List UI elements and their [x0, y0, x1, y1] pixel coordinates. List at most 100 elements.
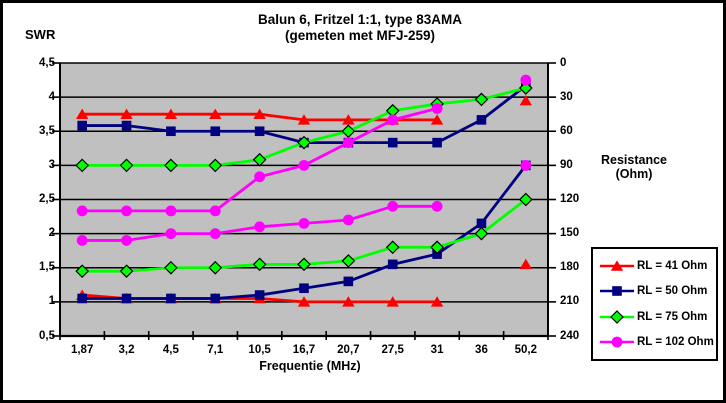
left-axis-tick-label: 1,5 — [39, 261, 55, 274]
triangle-marker — [519, 94, 533, 106]
circle-marker — [520, 74, 532, 86]
diamond-marker — [385, 240, 400, 255]
diamond-marker — [518, 81, 533, 95]
left-axis-tick-label: 2 — [48, 227, 55, 240]
square-marker — [476, 115, 487, 125]
circle-marker — [431, 200, 443, 212]
legend-item: RL = 75 Ohm — [599, 309, 716, 324]
circle-marker — [165, 228, 177, 240]
left-axis-tick-label: 3,5 — [39, 124, 55, 137]
x-axis-tick-label: 31 — [430, 344, 444, 356]
square-marker — [254, 290, 265, 300]
diamond-marker — [75, 264, 90, 279]
legend-item: RL = 41 Ohm — [599, 259, 716, 273]
left-axis-tick-label: 3 — [48, 158, 55, 171]
circle-marker — [254, 221, 266, 233]
triangle-marker — [430, 114, 444, 125]
legend-item: RL = 50 Ohm — [599, 284, 716, 298]
legend-item: RL = 102 Ohm — [599, 335, 716, 349]
circle-marker — [387, 114, 399, 126]
triangle-marker — [386, 296, 399, 307]
chart-subtitle: (gemeten met MFJ-259) — [284, 28, 436, 43]
right-axis-tick-label: 90 — [560, 158, 573, 171]
circle-marker — [431, 103, 443, 114]
circle-marker — [165, 205, 177, 217]
x-axis-tick-label: 27,5 — [381, 344, 404, 356]
diamond-marker — [252, 152, 267, 167]
x-axis-tick-label: 20,7 — [337, 344, 360, 356]
legend-label: RL = 50 Ohm — [637, 285, 708, 298]
left-axis-title: SWR — [25, 27, 56, 42]
square-marker — [476, 218, 487, 229]
right-axis-title-line2: (Ohm) — [615, 167, 653, 181]
square-marker — [254, 126, 265, 137]
circle-marker — [387, 200, 399, 212]
circle-marker — [76, 205, 88, 217]
x-axis-tick-label: 10,5 — [248, 344, 271, 356]
triangle-marker — [519, 258, 533, 270]
left-axis-tick-label: 2,5 — [39, 193, 55, 205]
triangle-marker — [342, 296, 355, 307]
square-marker — [210, 293, 221, 304]
circle-marker — [121, 235, 132, 246]
diamond-marker — [518, 192, 533, 207]
circle-marker — [342, 137, 354, 149]
square-marker — [210, 126, 221, 137]
triangle-marker — [297, 296, 311, 307]
triangle-marker — [297, 114, 311, 125]
square-marker — [77, 293, 87, 304]
legend-diamond-icon — [600, 309, 634, 324]
x-axis-tick-label: 4,5 — [162, 344, 179, 356]
triangle-marker — [209, 108, 222, 119]
circle-marker — [254, 171, 266, 183]
triangle-marker — [430, 296, 444, 307]
diamond-marker — [208, 260, 223, 275]
right-axis-title-line1: Resistance — [600, 153, 667, 167]
diamond-marker — [208, 158, 223, 173]
right-axis-tick-label: 30 — [560, 90, 573, 103]
left-axis-tick-label: 4,5 — [39, 56, 55, 69]
diamond-marker — [164, 158, 178, 173]
circle-marker — [209, 205, 221, 217]
diamond-marker — [164, 260, 178, 275]
legend-label: RL = 102 Ohm — [637, 336, 714, 349]
circle-marker — [76, 235, 88, 246]
square-marker — [343, 276, 354, 287]
circle-marker — [298, 159, 310, 171]
legend-label: RL = 41 Ohm — [637, 259, 708, 272]
square-marker — [121, 293, 132, 304]
square-marker — [77, 120, 87, 131]
square-marker — [387, 137, 398, 148]
diamond-marker — [75, 158, 90, 173]
circle-marker — [520, 159, 532, 171]
diamond-marker — [297, 135, 311, 150]
circle-marker — [298, 217, 310, 229]
triangle-marker — [164, 108, 178, 119]
square-marker — [166, 293, 176, 304]
x-axis-tick-label: 7,1 — [207, 344, 224, 356]
x-axis-tick-label: 36 — [475, 344, 488, 356]
x-axis-tick-label: 50,2 — [514, 344, 537, 356]
square-marker — [299, 283, 309, 294]
x-axis-tick-label: 1,87 — [70, 344, 94, 356]
square-marker — [432, 137, 442, 148]
left-axis-tick-label: 0,5 — [39, 329, 55, 342]
triangle-marker — [120, 108, 133, 119]
circle-marker — [209, 228, 221, 240]
square-marker — [121, 120, 132, 131]
diamond-marker — [474, 92, 489, 107]
chart-title: Balun 6, Fritzel 1:1, type 83AMA — [257, 12, 463, 27]
legend-triangle-icon — [600, 260, 634, 271]
diamond-marker — [341, 254, 356, 268]
legend-circle-icon — [600, 336, 634, 348]
circle-marker — [121, 205, 132, 217]
right-axis-tick-label: 120 — [560, 193, 580, 205]
circle-marker — [342, 214, 354, 226]
diamond-marker — [610, 309, 624, 324]
diamond-marker — [474, 226, 489, 241]
right-axis-tick-label: 210 — [560, 295, 580, 308]
square-marker — [387, 259, 398, 270]
x-axis-tick-label: 16,7 — [292, 344, 316, 356]
left-axis-tick-label: 4 — [48, 90, 55, 103]
